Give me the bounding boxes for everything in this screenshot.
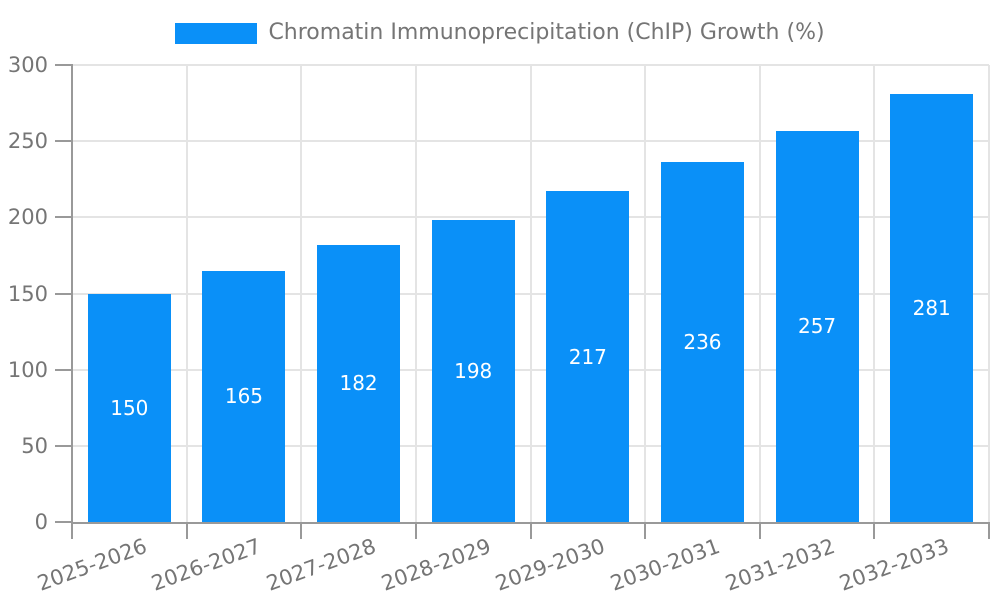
bar[interactable] [431,220,515,522]
bar-value-label: 236 [683,330,722,355]
v-gridline [873,65,876,522]
x-axis-tick-label: 2028-2029 [377,533,494,596]
x-axis-tick-label: 2032-2033 [836,533,953,596]
legend-swatch [175,22,258,44]
bar[interactable] [660,162,744,522]
bar[interactable] [317,244,401,522]
v-gridline [300,65,303,522]
y-axis-tick-label: 100 [7,357,48,382]
y-axis-tick [55,64,72,66]
v-gridline [988,65,990,522]
y-axis-tick-label: 250 [7,129,48,154]
x-axis-tick [988,522,990,539]
x-axis-tick [529,522,532,539]
y-axis-tick-label: 200 [7,205,48,230]
legend-label: Chromatin Immunoprecipitation (ChIP) Gro… [268,20,825,45]
x-axis-tick-label: 2031-2032 [721,533,838,596]
x-axis-tick [185,522,188,539]
legend[interactable]: Chromatin Immunoprecipitation (ChIP) Gro… [0,20,1000,46]
x-axis-tick [300,522,303,539]
x-axis-tick-label: 2030-2031 [607,533,723,596]
x-axis-tick [873,522,876,539]
v-gridline [529,65,532,522]
bar[interactable] [775,130,859,522]
y-axis-line [71,64,73,524]
bar[interactable] [890,93,974,522]
bar-value-label: 198 [454,359,493,384]
y-axis-tick [55,140,72,143]
y-axis-tick-label: 300 [7,53,48,77]
v-gridline [185,65,188,522]
bar[interactable] [546,191,630,522]
x-axis-tick [414,522,417,539]
x-axis-tick [758,522,761,539]
v-gridline [644,65,647,522]
v-gridline [758,65,761,522]
bar[interactable] [87,293,171,522]
x-axis-line [71,522,990,524]
bar-value-label: 165 [224,384,264,409]
v-gridline [414,65,417,522]
x-axis-tick [644,522,647,539]
bar-value-label: 217 [568,344,607,369]
bar[interactable] [202,270,286,522]
y-axis-tick-label: 150 [7,281,48,306]
y-axis-tick-label: 0 [34,510,48,534]
x-axis-tick-label: 2027-2028 [263,533,380,596]
x-axis-tick [71,522,73,539]
y-axis-tick-label: 50 [21,433,48,458]
bar-value-label: 281 [912,295,951,320]
y-axis-tick [55,521,72,523]
bar-value-label: 150 [110,395,149,420]
bar-value-label: 182 [339,371,378,396]
x-axis-tick-label: 2029-2030 [492,533,609,596]
x-axis-tick-label: 2025-2026 [34,533,150,596]
bar-value-label: 257 [797,314,837,339]
y-axis-tick [55,292,72,295]
y-axis-tick [55,216,72,219]
x-axis-tick-label: 2026-2027 [148,533,265,596]
y-axis-tick [55,444,72,447]
y-axis-tick [55,368,72,371]
